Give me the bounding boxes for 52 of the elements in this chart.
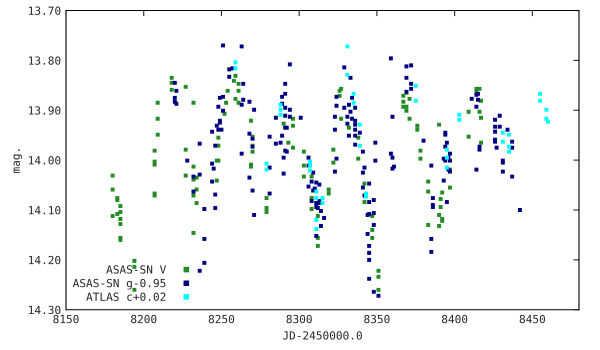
point: [314, 196, 318, 200]
x-tick-label: 8450: [520, 314, 546, 324]
x-tick-label: 8150: [53, 314, 79, 324]
point: [538, 98, 542, 103]
point: [507, 132, 512, 137]
point: [320, 201, 324, 205]
x-axis-title: JD-2450000.0: [282, 331, 362, 340]
point: [233, 66, 238, 70]
x-tick-label: 8250: [208, 314, 234, 324]
point: [414, 84, 418, 88]
point: [507, 144, 512, 149]
point: [352, 92, 356, 96]
y-tick-label: 13.80: [29, 56, 60, 65]
x-tick-label: 8350: [364, 314, 390, 324]
point: [314, 190, 318, 194]
point: [444, 148, 449, 152]
point: [507, 150, 512, 154]
point: [457, 112, 462, 117]
y-tick-label: 14.30: [29, 306, 60, 314]
point: [278, 108, 282, 112]
y-tick-label: 13.90: [29, 106, 60, 115]
x-tick-label: 8400: [442, 314, 468, 324]
point: [314, 226, 318, 231]
y-axis-title: mag.: [14, 149, 22, 173]
y-tick-label: 13.70: [29, 6, 60, 15]
y-tick-label: 14.20: [29, 256, 60, 264]
point: [358, 122, 362, 127]
point: [538, 92, 542, 96]
legend-label: ASAS-SN g-0.95: [72, 278, 166, 290]
point: [544, 108, 548, 112]
point: [358, 144, 362, 148]
y-tick-label: 14.00: [29, 156, 60, 165]
x-tick-label: 8300: [286, 314, 312, 324]
x-tick-label: 8200: [131, 314, 156, 324]
point: [264, 168, 268, 172]
point: [352, 100, 356, 105]
point: [457, 118, 462, 122]
point: [500, 140, 505, 144]
point: [308, 160, 312, 164]
point: [546, 120, 550, 124]
point: [314, 218, 318, 222]
point: [278, 112, 282, 117]
point: [308, 168, 312, 173]
legend-label: ASAS-SN V: [106, 265, 166, 274]
point: [345, 44, 350, 48]
point: [345, 72, 350, 77]
point: [500, 130, 505, 135]
legend-label: ATLAS c+0.02: [86, 292, 166, 301]
point: [233, 60, 238, 64]
y-tick-label: 14.10: [29, 206, 60, 214]
point: [264, 162, 268, 166]
point: [320, 196, 324, 200]
